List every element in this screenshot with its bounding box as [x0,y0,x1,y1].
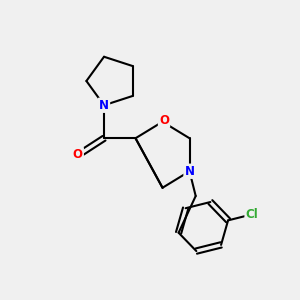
Text: N: N [184,165,194,178]
Text: O: O [73,148,83,161]
Text: Cl: Cl [246,208,258,221]
Text: O: O [159,114,169,127]
Text: N: N [99,99,109,112]
